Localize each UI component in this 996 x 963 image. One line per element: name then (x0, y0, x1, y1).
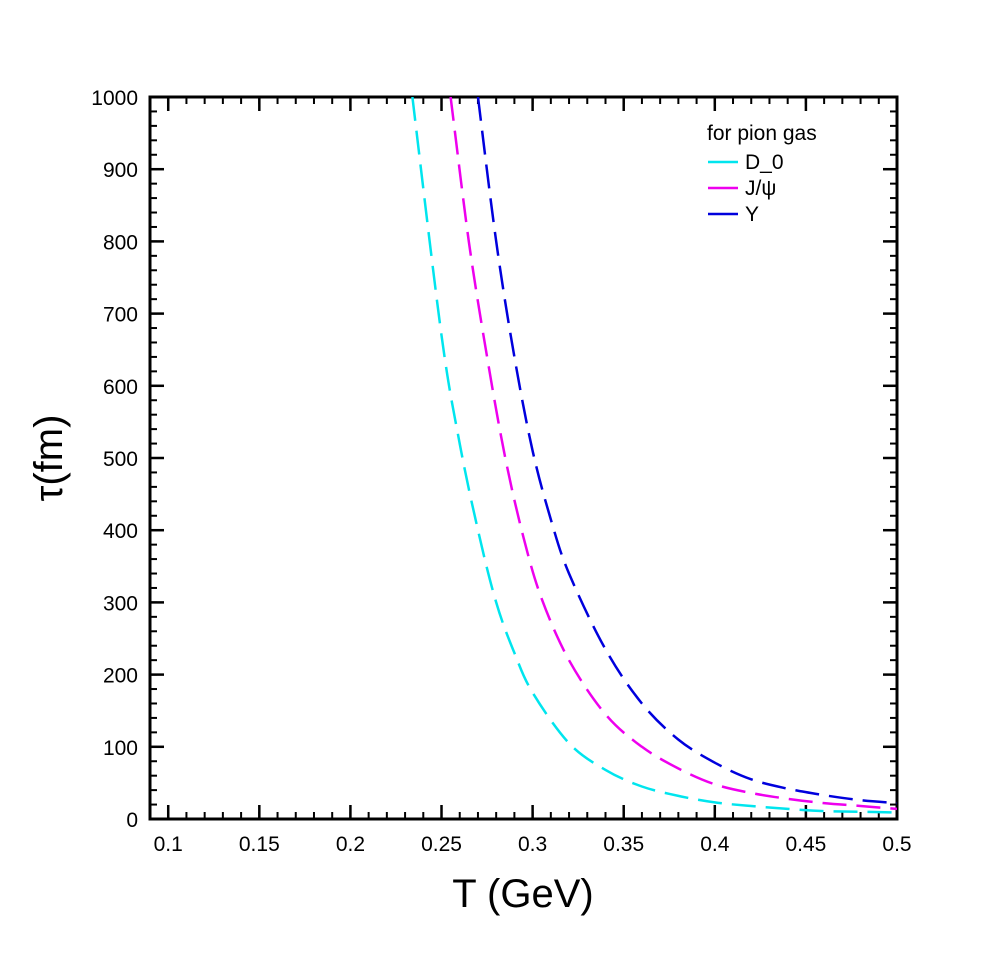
y-axis-title: τ(fm) (27, 415, 71, 502)
series-group (411, 97, 897, 814)
x-axis-title: T (GeV) (452, 872, 594, 916)
y-axis: 0 100 200 300 400 500 600 700 800 900 1000 (91, 87, 897, 832)
legend-title: for pion gas (707, 122, 817, 145)
x-tick-label: 0.5 (882, 833, 911, 856)
plot-frame (148, 95, 899, 821)
x-axis: 0.1 0.15 0.2 0.25 0.3 0.35 0.4 0.45 0.5 (149, 97, 912, 856)
series-line-2 (476, 97, 897, 805)
y-tick-label: 400 (103, 520, 138, 543)
x-tick-label: 0.4 (700, 833, 730, 856)
y-tick-label: 0 (126, 809, 138, 832)
legend-label-1: J/ψ (745, 177, 776, 200)
y-tick-label: 1000 (91, 87, 138, 110)
x-tick-label: 0.25 (421, 833, 462, 856)
y-tick-label: 600 (103, 376, 138, 399)
plot-frame-rect (148, 95, 899, 821)
y-tick-label: 700 (103, 304, 138, 327)
y-tick-label: 800 (103, 231, 138, 254)
y-tick-label: 900 (103, 159, 138, 182)
y-tick-label: 500 (103, 448, 138, 471)
x-tick-label: 0.2 (336, 833, 365, 856)
y-tick-label: 200 (103, 665, 138, 688)
y-tick-label: 300 (103, 592, 138, 615)
x-tick-label: 0.15 (239, 833, 280, 856)
x-tick-label: 0.45 (785, 833, 826, 856)
x-tick-label: 0.35 (603, 833, 644, 856)
series-line-1 (449, 97, 897, 811)
x-tick-label: 0.3 (518, 833, 547, 856)
legend-label-0: D_0 (745, 151, 784, 174)
x-tick-label: 0.1 (154, 833, 183, 856)
legend-label-2: Υ (745, 203, 759, 226)
legend: for pion gas D_0 J/ψ Υ (707, 122, 817, 226)
y-tick-label: 100 (103, 737, 138, 760)
series-line-0 (411, 97, 897, 814)
